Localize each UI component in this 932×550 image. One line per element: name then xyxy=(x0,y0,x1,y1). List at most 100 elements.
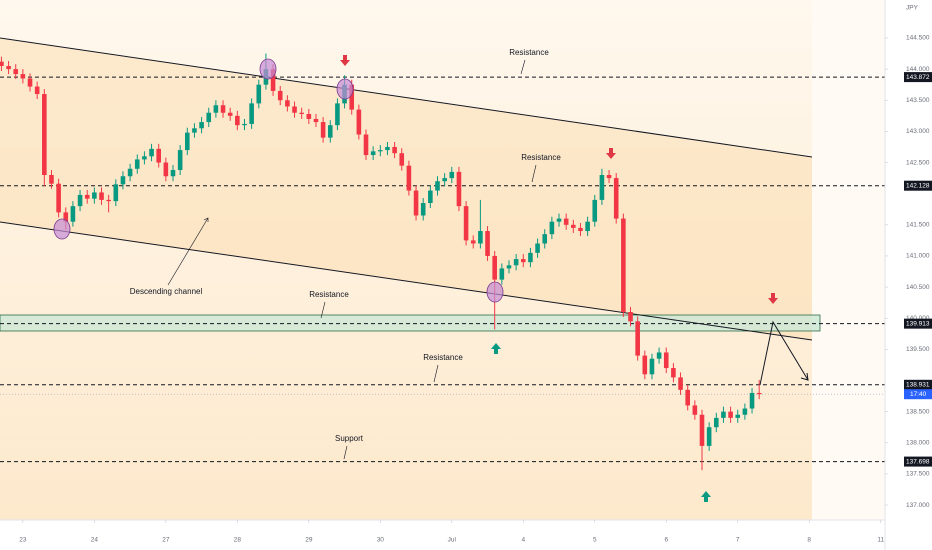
candle-body xyxy=(77,194,83,207)
candle-body xyxy=(485,231,490,256)
level-label: 138.931 xyxy=(906,382,930,389)
projection-head xyxy=(800,372,809,381)
candle-body xyxy=(42,94,47,175)
x-tick-label: 27 xyxy=(162,537,170,544)
level-box xyxy=(904,379,932,390)
y-tick-label: 137.000 xyxy=(906,502,930,509)
candle-body xyxy=(220,105,226,113)
candle-body xyxy=(571,224,576,228)
candle-body xyxy=(449,171,455,179)
candle-body xyxy=(635,321,640,356)
candle-body xyxy=(442,178,447,182)
x-tick-label: 5 xyxy=(593,537,597,544)
candle-body xyxy=(134,159,140,169)
candle-body xyxy=(106,199,111,202)
arrow-down xyxy=(606,148,616,159)
candle-body xyxy=(542,234,548,244)
candle-body xyxy=(277,90,283,101)
candle-body xyxy=(127,168,133,177)
pointer-lines xyxy=(167,59,537,460)
candle-body xyxy=(20,74,26,79)
candle-body xyxy=(99,192,104,200)
candle-body xyxy=(678,377,683,390)
x-tick-label: 8 xyxy=(807,537,811,544)
candle-body xyxy=(606,174,612,179)
pointer xyxy=(167,217,209,286)
level-box xyxy=(904,180,932,191)
candle-body xyxy=(92,192,97,199)
annotation: Resistance xyxy=(509,48,549,57)
y-tick-label: 137.500 xyxy=(906,471,930,478)
level-label: 139.913 xyxy=(906,320,930,327)
candle-body xyxy=(13,69,19,75)
candle-body xyxy=(456,171,462,207)
y-tick-label: 141.000 xyxy=(906,253,930,260)
circle xyxy=(259,58,277,80)
y-tick-label: 143.500 xyxy=(906,97,930,104)
x-tick-label: 23 xyxy=(19,537,27,544)
candle-body xyxy=(27,78,33,87)
candle-body xyxy=(435,181,440,191)
candle-body xyxy=(585,221,590,232)
candle-body xyxy=(84,194,90,199)
candle-body xyxy=(63,212,69,222)
y-tick-label: 142.500 xyxy=(906,159,930,166)
candle-body xyxy=(756,392,762,395)
candle-body xyxy=(306,113,312,119)
candle-body xyxy=(0,61,4,67)
circle xyxy=(336,78,354,100)
candle-body xyxy=(227,112,233,116)
candle-body xyxy=(492,255,497,280)
candle-body xyxy=(356,109,362,135)
candle-body xyxy=(592,199,598,222)
y-tick-label: 143.000 xyxy=(906,128,930,135)
candle-body xyxy=(649,358,655,375)
currency-label: JPY xyxy=(906,5,919,12)
candle-body xyxy=(663,352,669,369)
y-tick-label: 140.500 xyxy=(906,284,930,291)
pointer xyxy=(320,301,326,319)
countdown-label: 17:40 xyxy=(910,391,927,398)
candle-body xyxy=(499,268,505,280)
candle-body xyxy=(578,227,583,232)
arrow-down xyxy=(340,55,350,66)
candle-body xyxy=(49,174,54,184)
candle-body xyxy=(56,183,61,213)
candle-body xyxy=(313,118,319,123)
x-tick-label: 11 xyxy=(877,537,884,544)
pointer xyxy=(520,59,526,75)
candle-body xyxy=(463,206,469,241)
candles xyxy=(0,53,762,471)
x-tick-label: 4 xyxy=(521,537,525,544)
candle-body xyxy=(70,206,76,222)
candle-body xyxy=(628,312,633,322)
pointer xyxy=(531,164,537,183)
candle-body xyxy=(749,392,755,409)
candle-body xyxy=(285,100,290,107)
arrow-down xyxy=(768,293,778,304)
candle-body xyxy=(120,176,126,185)
candle-body xyxy=(113,184,119,202)
level-label: 142.128 xyxy=(906,182,930,189)
candle-body xyxy=(528,252,533,263)
candle-body xyxy=(349,84,355,110)
projection xyxy=(759,320,809,386)
y-tick-label: 139.500 xyxy=(906,346,930,353)
candle-body xyxy=(549,221,555,235)
candle-body xyxy=(370,151,376,156)
candle-body xyxy=(699,414,705,446)
candle-body xyxy=(735,414,741,418)
candle-body xyxy=(385,146,390,151)
candle-body xyxy=(392,146,397,154)
candle-body xyxy=(235,115,240,126)
y-tick-label: 144.000 xyxy=(906,66,930,73)
candle-body xyxy=(256,84,262,104)
candle-body xyxy=(470,240,476,244)
candle-body xyxy=(563,218,569,225)
x-tick-label: 24 xyxy=(91,537,99,544)
level-label: 143.872 xyxy=(906,74,930,81)
candle-body xyxy=(142,156,147,160)
time-axis xyxy=(0,520,885,550)
projection-path xyxy=(759,320,809,386)
